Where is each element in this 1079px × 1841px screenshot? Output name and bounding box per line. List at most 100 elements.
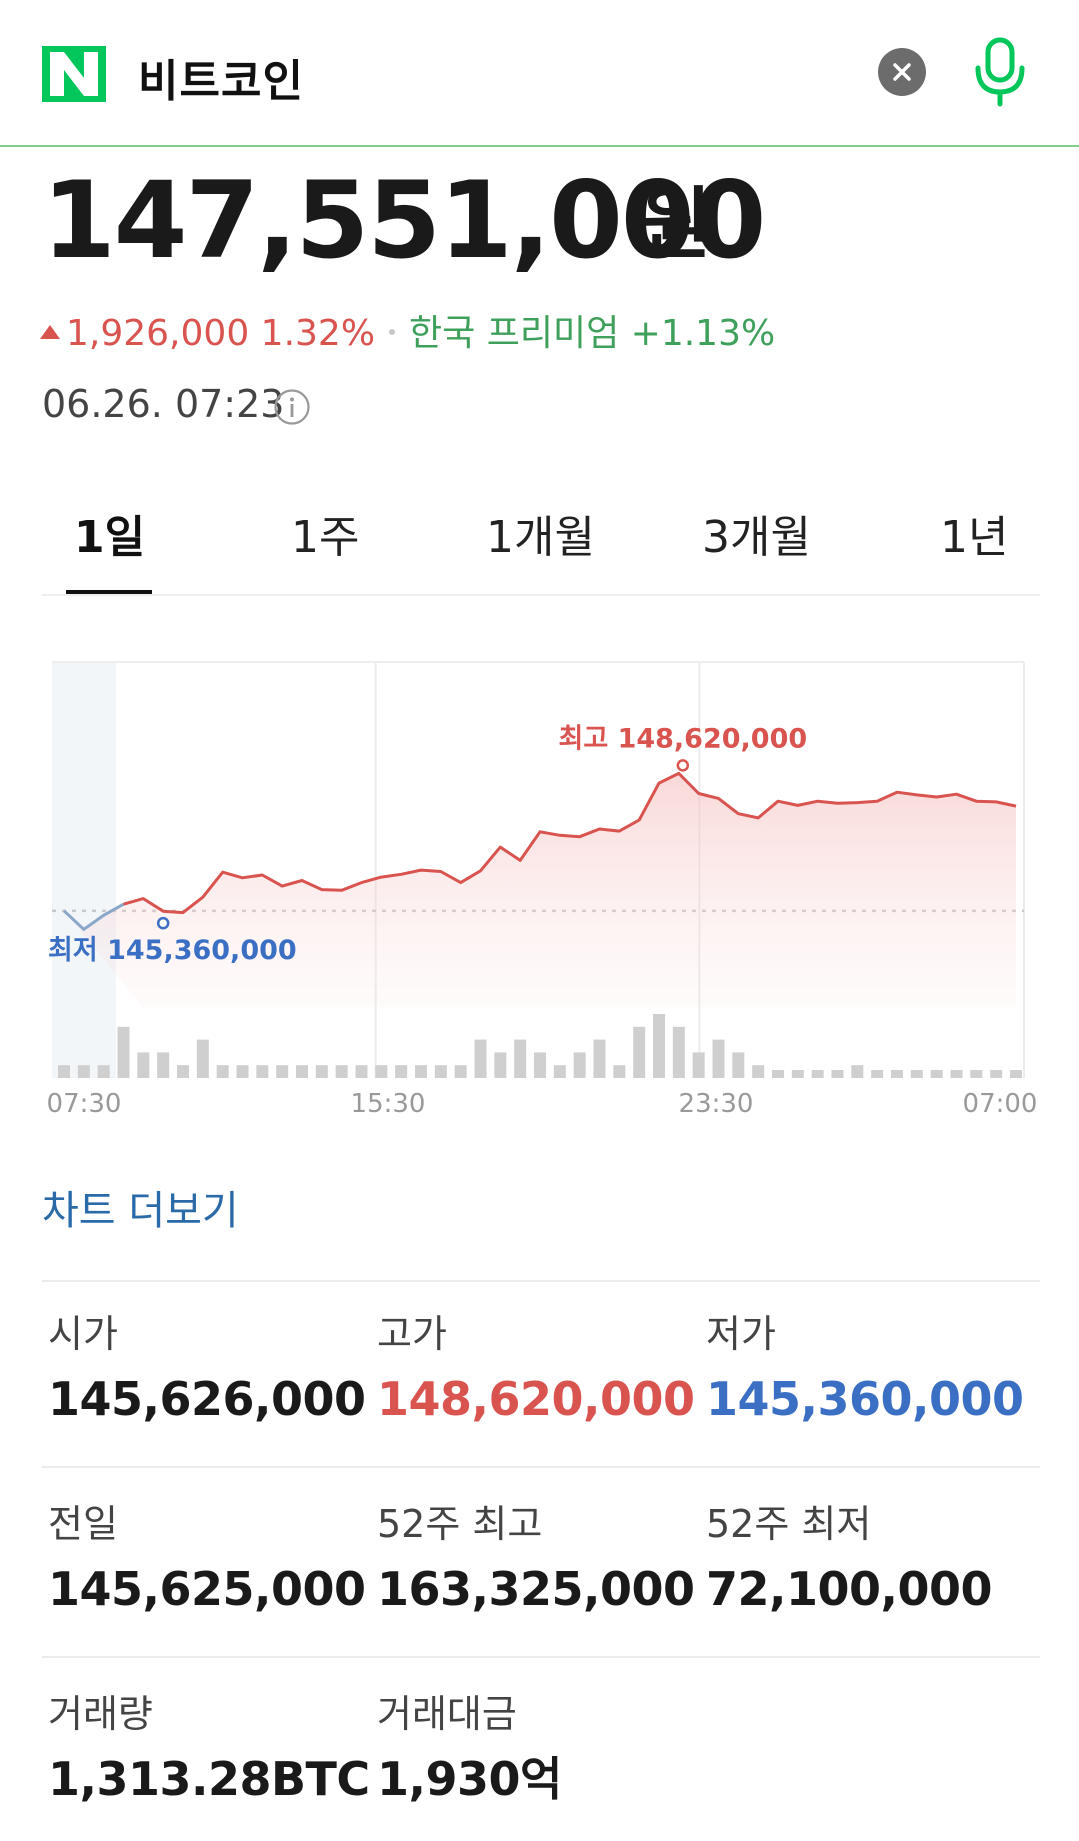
tab-3month[interactable]: 3개월: [702, 512, 811, 563]
stat-open: 시가 145,626,000: [48, 1310, 368, 1428]
stat-label: 거래대금: [377, 1692, 517, 1736]
up-arrow-icon: [40, 325, 60, 339]
low-label: 최저 145,360,000: [48, 935, 297, 966]
volume-bar: [514, 1039, 527, 1078]
voice-search-button[interactable]: [970, 36, 1030, 110]
volume-bar: [672, 1026, 685, 1078]
stat-trade-value: 거래대금 1,930억: [377, 1690, 697, 1808]
volume-bar: [335, 1065, 348, 1078]
stats-divider: [42, 1280, 1040, 1282]
volume-bar: [216, 1065, 229, 1078]
stat-label: 저가: [706, 1312, 776, 1356]
close-icon: [893, 63, 911, 81]
volume-bar: [930, 1070, 943, 1078]
stat-label: 시가: [48, 1312, 118, 1356]
volume-bar: [891, 1070, 903, 1078]
volume-bar: [395, 1065, 408, 1078]
volume-bar: [573, 1052, 586, 1078]
x-tick-label: 23:30: [679, 1089, 754, 1119]
low-marker: [156, 916, 170, 930]
volume-bar: [772, 1070, 784, 1078]
volume-bar: [494, 1052, 507, 1078]
volume-bar: [236, 1065, 249, 1078]
volume-bar: [990, 1070, 1003, 1078]
volume-bar: [454, 1065, 467, 1078]
price-unit: 원: [640, 180, 712, 270]
separator-dot: [389, 329, 396, 335]
search-header: 비트코인: [0, 0, 1079, 147]
stat-label: 고가: [377, 1312, 447, 1356]
stat-value: 145,625,000: [48, 1562, 366, 1616]
stat-label: 전일: [48, 1502, 118, 1546]
volume-bar: [276, 1065, 289, 1078]
volume-bar: [415, 1065, 427, 1078]
stat-value: 145,360,000: [706, 1372, 1024, 1426]
volume-bar: [653, 1014, 665, 1078]
naver-logo[interactable]: [42, 46, 106, 102]
volume-bar: [315, 1065, 328, 1078]
volume-bar: [593, 1039, 606, 1078]
price-change-row: 1,926,000 1.32% 한국 프리미엄 +1.13%: [40, 312, 775, 356]
volume-bar: [950, 1070, 963, 1078]
premarket-band: [52, 662, 116, 1078]
volume-bar: [692, 1052, 705, 1078]
stat-value: 1,930억: [377, 1752, 562, 1806]
volume-bar: [613, 1065, 626, 1078]
volume-bar: [970, 1070, 983, 1078]
volume-bar: [534, 1052, 546, 1078]
tab-1day[interactable]: 1일: [74, 512, 146, 563]
volume-bar: [137, 1052, 150, 1078]
stat-value: 72,100,000: [706, 1562, 993, 1616]
volume-bar: [256, 1065, 269, 1078]
volume-bar: [633, 1026, 646, 1078]
stat-low: 저가 145,360,000: [706, 1310, 1026, 1428]
price-line-preopen: [62, 902, 125, 932]
volume-bar: [355, 1065, 368, 1078]
premium-label: 한국 프리미엄: [409, 313, 620, 354]
stats-divider: [42, 1466, 1040, 1468]
tab-1year[interactable]: 1년: [940, 512, 1009, 563]
price-area: [64, 773, 1016, 1008]
stat-label: 52주 최고: [377, 1502, 543, 1546]
volume-bar: [811, 1070, 824, 1078]
stat-volume: 거래량 1,313.28BTC: [48, 1690, 370, 1808]
stat-value: 163,325,000: [377, 1562, 695, 1616]
high-label: 최고 148,620,000: [558, 723, 807, 754]
volume-bar: [831, 1070, 844, 1078]
premium-value: +1.13%: [630, 313, 776, 354]
volume-bar: [732, 1052, 745, 1078]
volume-bar: [474, 1039, 487, 1078]
search-query[interactable]: 비트코인: [138, 56, 304, 107]
volume-bar: [196, 1039, 209, 1078]
period-tabs: 1일 1주 1개월 3개월 1년: [42, 500, 1040, 596]
volume-bar: [97, 1065, 110, 1078]
x-tick-label: 07:30: [47, 1089, 122, 1119]
price-chart[interactable]: 최고 148,620,000 최저 145,360,000 07:30 15:30 23…: [42, 650, 1040, 1130]
stat-52w-high: 52주 최고 163,325,000: [377, 1500, 697, 1618]
info-icon[interactable]: [273, 388, 311, 426]
stat-value: 1,313.28BTC: [48, 1752, 370, 1806]
stat-high: 고가 148,620,000: [377, 1310, 697, 1428]
price-line: [123, 771, 1017, 915]
volume-bar: [77, 1065, 90, 1078]
volume-bar: [177, 1065, 189, 1078]
tab-1month[interactable]: 1개월: [486, 512, 595, 563]
stat-value: 145,626,000: [48, 1372, 366, 1426]
tab-1week[interactable]: 1주: [291, 512, 360, 563]
clear-button[interactable]: [878, 48, 926, 96]
change-amount: 1,926,000: [66, 313, 250, 354]
x-tick-label: 07:00: [963, 1089, 1038, 1119]
volume-bar: [375, 1065, 388, 1078]
change-percent: 1.32%: [260, 313, 376, 354]
stats-divider: [42, 1656, 1040, 1658]
x-tick-label: 15:30: [351, 1089, 426, 1119]
volume-bar: [910, 1070, 923, 1078]
volume-bar: [296, 1065, 308, 1078]
more-chart-link[interactable]: 차트 더보기: [42, 1188, 239, 1234]
volume-bar: [1010, 1070, 1022, 1078]
volume-bar: [791, 1070, 804, 1078]
volume-bar: [117, 1026, 130, 1078]
stat-label: 52주 최저: [706, 1502, 872, 1546]
volume-bar: [157, 1052, 170, 1078]
volume-bar: [58, 1065, 70, 1078]
